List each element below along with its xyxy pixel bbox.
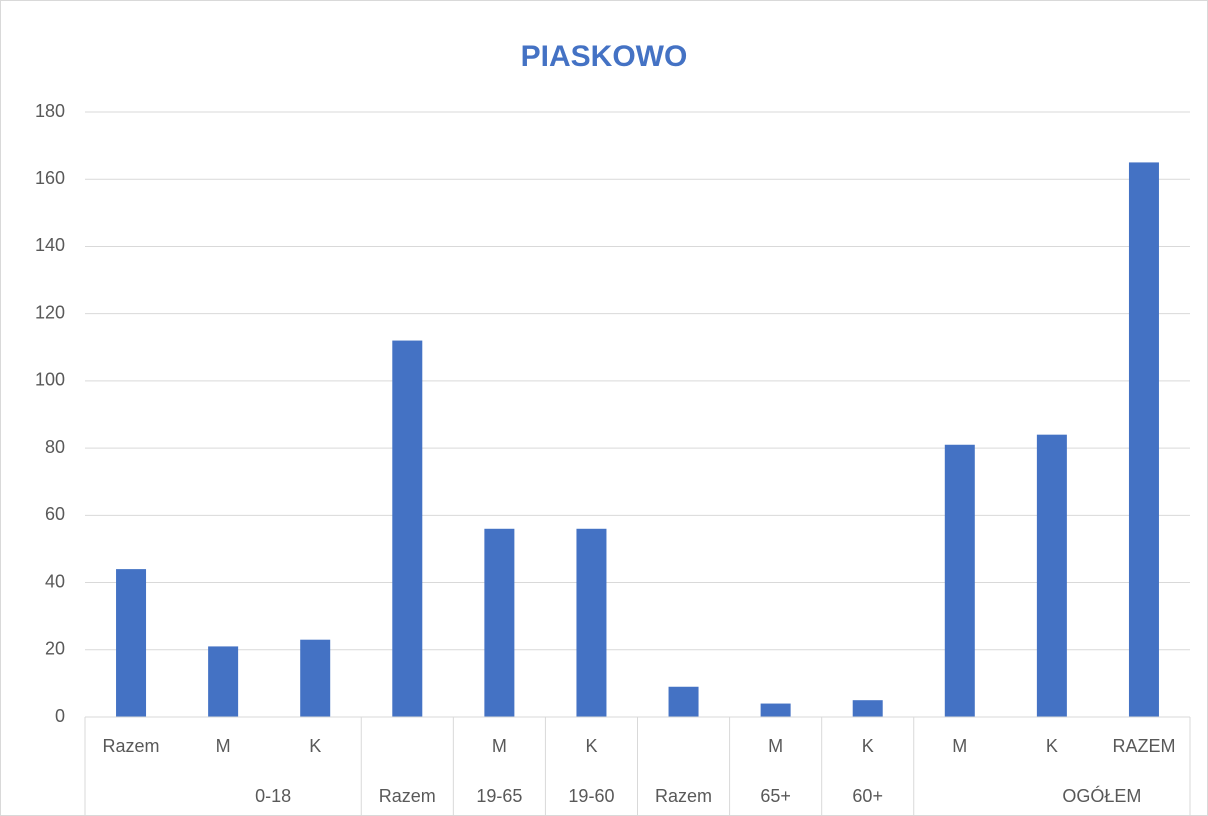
group-label: 65+ [760,786,791,806]
x-tick-label: K [585,736,597,756]
bar [576,528,607,717]
group-label: 60+ [852,786,883,806]
y-tick-label: 0 [55,706,65,726]
y-tick-label: 40 [45,571,65,591]
x-tick-label: K [862,736,874,756]
bar [668,686,699,717]
bar [852,700,883,717]
y-tick-label: 60 [45,504,65,524]
bar [300,639,331,717]
bar [1128,162,1159,717]
y-tick-label: 80 [45,437,65,457]
x-tick-label: K [309,736,321,756]
chart-title: PIASKOWO [521,40,688,73]
bar [944,444,975,717]
x-tick-label: M [492,736,507,756]
y-tick-label: 20 [45,639,65,659]
bar [760,703,791,717]
x-tick-label: M [216,736,231,756]
y-tick-label: 180 [35,101,65,121]
bar [116,569,147,717]
group-label: OGÓŁEM [1062,785,1141,806]
bar [208,646,239,717]
y-tick-label: 160 [35,168,65,188]
y-tick-label: 100 [35,370,65,390]
group-label: 19-65 [476,786,522,806]
group-label: Razem [379,786,436,806]
group-label: 19-60 [568,786,614,806]
x-tick-label: Razem [103,736,160,756]
x-tick-label: RAZEM [1112,736,1175,756]
bar [1036,434,1067,717]
group-label: Razem [655,786,712,806]
x-tick-label: K [1046,736,1058,756]
bar [484,528,515,717]
x-tick-label: M [768,736,783,756]
y-tick-label: 120 [35,302,65,322]
group-label: 0-18 [255,786,291,806]
x-tick-label: M [952,736,967,756]
bar [392,340,423,717]
y-tick-label: 140 [35,235,65,255]
